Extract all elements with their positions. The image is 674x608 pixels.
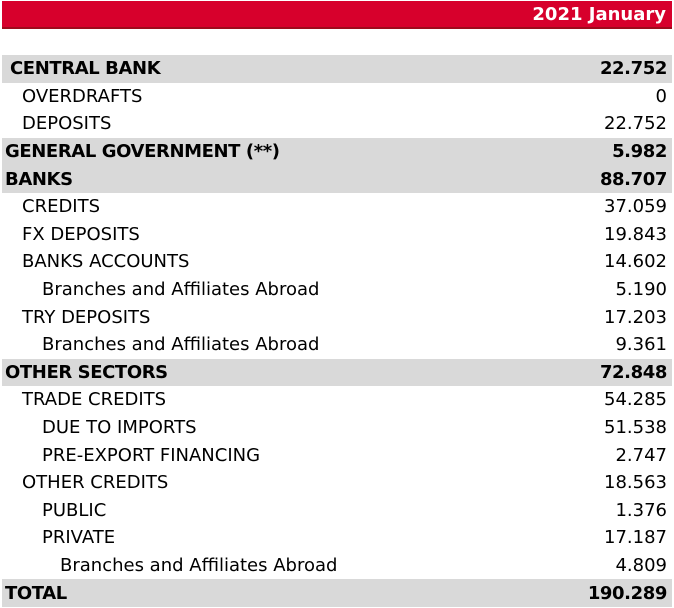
row-value: 9.361 — [615, 334, 667, 356]
row-label: TOTAL — [5, 582, 67, 604]
row-label: FX DEPOSITS — [22, 223, 140, 245]
table-row-banks-accounts: BANKS ACCOUNTS 14.602 — [2, 248, 672, 276]
row-label: TRADE CREDITS — [22, 389, 167, 411]
row-value: 5.982 — [612, 141, 667, 163]
row-label: OTHER SECTORS — [5, 361, 168, 383]
row-value: 190.289 — [587, 582, 668, 604]
row-label: Branches and Affiliates Abroad — [60, 554, 338, 576]
table-row-public: PUBLIC 1.376 — [2, 497, 672, 525]
table-row-branches-abroad: Branches and Affiliates Abroad 9.361 — [2, 331, 672, 359]
row-label: CREDITS — [22, 196, 101, 218]
row-label: DEPOSITS — [22, 113, 112, 135]
row-value: 72.848 — [599, 361, 667, 383]
row-value: 17.203 — [604, 306, 667, 328]
table-row-fx-deposits: FX DEPOSITS 19.843 — [2, 221, 672, 249]
row-value: 51.538 — [604, 417, 667, 439]
table-row-credits: CREDITS 37.059 — [2, 193, 672, 221]
table-row-private: PRIVATE 17.187 — [2, 524, 672, 552]
row-label: OVERDRAFTS — [22, 85, 143, 107]
row-value: 22.752 — [604, 113, 667, 135]
row-value: 4.809 — [615, 554, 667, 576]
table-row-other-sectors: OTHER SECTORS 72.848 — [2, 358, 672, 387]
table-row-banks: BANKS 88.707 — [2, 165, 672, 193]
row-value: 0 — [655, 85, 667, 107]
table-row-overdrafts: OVERDRAFTS 0 — [2, 83, 672, 111]
table-row-try-deposits: TRY DEPOSITS 17.203 — [2, 303, 672, 331]
row-value: 5.190 — [615, 279, 667, 301]
row-label: Branches and Affiliates Abroad — [42, 279, 320, 301]
table-row-other-credits: OTHER CREDITS 18.563 — [2, 469, 672, 497]
row-label: OTHER CREDITS — [22, 472, 169, 494]
table-row-general-government: GENERAL GOVERNMENT (**) 5.982 — [2, 137, 672, 166]
table-row-pre-export-financing: PRE-EXPORT FINANCING 2.747 — [2, 441, 672, 469]
row-value: 18.563 — [604, 472, 667, 494]
row-value: 37.059 — [604, 196, 667, 218]
row-label: BANKS ACCOUNTS — [22, 251, 190, 273]
header-band: 2021 January — [2, 1, 672, 29]
row-value: 2.747 — [615, 444, 667, 466]
table-row-deposits: DEPOSITS 22.752 — [2, 110, 672, 138]
row-value: 14.602 — [604, 251, 667, 273]
row-value: 17.187 — [604, 527, 667, 549]
row-label: TRY DEPOSITS — [22, 306, 151, 328]
row-value: 88.707 — [599, 168, 667, 190]
row-label: PUBLIC — [42, 499, 107, 521]
period-title: 2021 January — [532, 3, 666, 25]
table-row-central-bank: CENTRAL BANK 22.752 — [2, 55, 672, 83]
row-label: PRE-EXPORT FINANCING — [42, 444, 261, 466]
table-row-branches-abroad: Branches and Affiliates Abroad 4.809 — [2, 552, 672, 580]
row-value: 1.376 — [615, 499, 667, 521]
row-value: 22.752 — [599, 58, 667, 80]
row-value: 54.285 — [604, 389, 667, 411]
row-label: GENERAL GOVERNMENT (**) — [5, 141, 280, 163]
row-value: 19.843 — [604, 223, 667, 245]
row-label: BANKS — [5, 168, 73, 190]
row-label: Branches and Affiliates Abroad — [42, 334, 320, 356]
table-row-total: TOTAL 190.289 — [2, 579, 672, 607]
row-label: DUE TO IMPORTS — [42, 417, 197, 439]
debt-table: CENTRAL BANK 22.752 OVERDRAFTS 0 DEPOSIT… — [2, 55, 672, 607]
row-label: CENTRAL BANK — [10, 58, 161, 80]
table-row-due-to-imports: DUE TO IMPORTS 51.538 — [2, 414, 672, 442]
table-row-trade-credits: TRADE CREDITS 54.285 — [2, 386, 672, 414]
table-row-branches-abroad: Branches and Affiliates Abroad 5.190 — [2, 276, 672, 304]
row-label: PRIVATE — [42, 527, 116, 549]
